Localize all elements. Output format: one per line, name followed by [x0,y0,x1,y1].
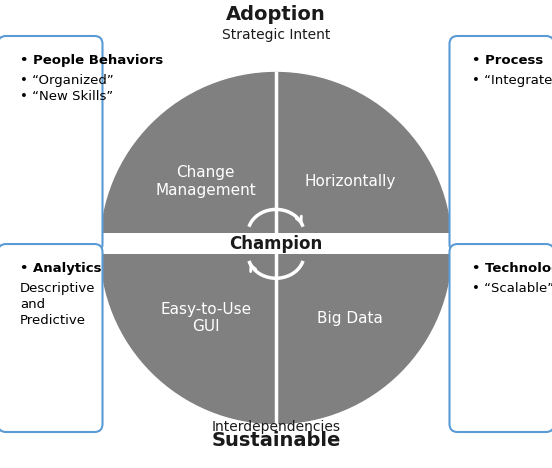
Text: Change
Management: Change Management [156,165,256,197]
Circle shape [100,73,452,424]
Text: Easy-to-Use
GUI: Easy-to-Use GUI [160,302,251,335]
FancyBboxPatch shape [449,244,552,432]
Text: Big Data: Big Data [317,311,383,326]
Text: • “Scalable”: • “Scalable” [471,282,552,295]
Text: and: and [20,298,45,311]
Text: Horizontally: Horizontally [304,174,395,189]
Text: • Technology: • Technology [471,262,552,275]
Text: • “New Skills”: • “New Skills” [20,90,113,103]
Text: • Analytics: • Analytics [20,262,102,275]
Text: Strategic Intent: Strategic Intent [222,28,330,42]
Text: • People Behaviors: • People Behaviors [20,54,163,67]
Text: Descriptive: Descriptive [20,282,95,295]
FancyBboxPatch shape [449,36,552,252]
Text: • “Organized”: • “Organized” [20,74,114,87]
Text: • “Integrated”: • “Integrated” [471,74,552,87]
Text: Interdependencies: Interdependencies [211,420,341,434]
FancyBboxPatch shape [0,244,103,432]
Text: Sustainable: Sustainable [211,431,341,450]
Text: Adoption: Adoption [226,5,326,24]
FancyBboxPatch shape [0,36,103,252]
Text: Champion: Champion [230,235,322,253]
Text: Predictive: Predictive [20,314,86,327]
Text: • Process: • Process [471,54,543,67]
